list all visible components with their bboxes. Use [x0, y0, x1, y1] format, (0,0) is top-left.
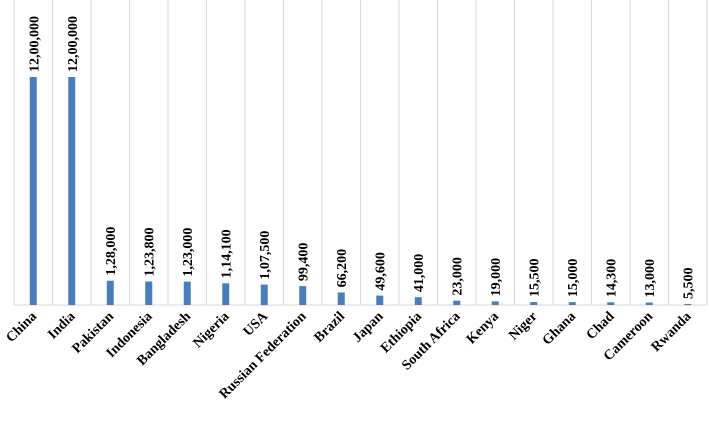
- bar: [530, 302, 538, 305]
- bar: [29, 77, 37, 305]
- bar: [491, 301, 499, 305]
- data-label: 14,300: [605, 259, 620, 298]
- data-label: 12,00,000: [27, 16, 42, 72]
- bar: [645, 302, 653, 305]
- data-label: 1,23,000: [181, 228, 196, 277]
- data-label: 41,000: [412, 254, 427, 293]
- bar: [453, 300, 461, 305]
- data-label: 66,200: [335, 249, 350, 288]
- data-label: 1,14,100: [220, 229, 235, 278]
- x-tick-label: China: [4, 309, 40, 345]
- x-tick-label: Japan: [350, 309, 387, 346]
- x-tick-label: USA: [241, 309, 272, 340]
- bar: [145, 281, 153, 305]
- x-tick-label: Ghana: [540, 309, 579, 348]
- x-tick-label: Rwanda: [649, 309, 695, 355]
- bar: [414, 297, 422, 305]
- x-tick-label: India: [45, 309, 78, 342]
- data-label: 13,000: [643, 259, 658, 298]
- bar: [183, 281, 191, 305]
- data-label: 1,07,500: [258, 231, 273, 280]
- data-label: 12,00,000: [66, 16, 81, 72]
- bar: [568, 302, 576, 305]
- bar: [260, 284, 268, 305]
- bar: [684, 303, 692, 305]
- bar: [337, 292, 345, 305]
- x-tick-label: Niger: [506, 309, 540, 343]
- data-label: 5,500: [682, 267, 697, 299]
- bar: [607, 302, 615, 305]
- data-label: 23,000: [451, 257, 466, 296]
- data-label: 19,000: [489, 258, 504, 297]
- bar: [222, 283, 230, 305]
- data-label: 99,400: [297, 243, 312, 282]
- bar: [376, 295, 384, 305]
- bar: [106, 280, 114, 305]
- x-tick-label: Chad: [584, 309, 618, 343]
- x-tick-label: Kenya: [464, 309, 502, 347]
- data-label: 15,000: [566, 259, 581, 298]
- x-tick-label: Nigeria: [191, 309, 233, 351]
- data-label: 49,600: [374, 252, 389, 291]
- bar: [68, 77, 76, 305]
- x-tick-label: Brazil: [312, 309, 349, 346]
- bar: [299, 286, 307, 305]
- data-label: 15,500: [528, 259, 543, 298]
- data-label: 1,28,000: [104, 227, 119, 276]
- data-label: 1,23,800: [143, 227, 158, 276]
